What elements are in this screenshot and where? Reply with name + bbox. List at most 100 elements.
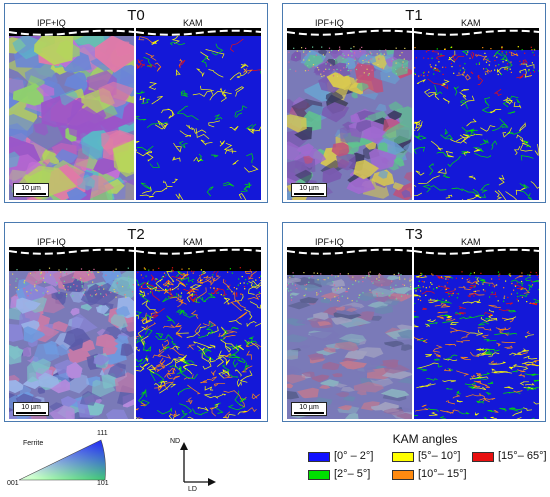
surface-speckle xyxy=(328,47,331,49)
ipf-color-key: Ferrite 111 001 101 xyxy=(5,430,125,492)
surface-speckle xyxy=(456,293,458,295)
kam-boundary xyxy=(515,275,524,280)
kam-boundary xyxy=(461,188,480,198)
surface-speckle xyxy=(527,70,530,72)
surface-speckle xyxy=(445,278,447,280)
surface-speckle xyxy=(152,269,154,271)
kam-boundary xyxy=(208,120,221,128)
grain xyxy=(317,321,332,327)
grain xyxy=(346,175,376,195)
surface-speckle xyxy=(491,291,493,293)
kam-label: KAM xyxy=(461,18,481,28)
kam-boundary xyxy=(171,275,182,279)
grain xyxy=(320,298,334,304)
surface-speckle xyxy=(488,284,490,286)
surface-speckle xyxy=(496,284,498,286)
surface-speckle xyxy=(368,73,370,75)
surface-speckle xyxy=(464,69,466,71)
kam-boundary xyxy=(229,374,239,378)
surface-speckle xyxy=(172,270,174,272)
kam-boundary xyxy=(416,367,428,372)
surface-speckle xyxy=(103,288,105,290)
kam-boundary xyxy=(136,140,140,152)
surface-speckle xyxy=(333,58,335,60)
kam-boundary xyxy=(442,379,457,383)
surface-speckle xyxy=(170,293,172,295)
grain xyxy=(402,142,412,154)
kam-boundary xyxy=(139,194,154,198)
kam-boundary xyxy=(448,50,456,63)
surface-speckle xyxy=(258,291,260,294)
kam-boundary xyxy=(488,304,501,308)
kam-boundary xyxy=(463,151,471,156)
kam-boundary xyxy=(504,345,513,350)
kam-label-2-5: [2°– 5°] xyxy=(334,468,371,480)
kam-boundary xyxy=(414,121,420,129)
kam-boundary xyxy=(418,175,440,184)
surface-speckle xyxy=(308,281,310,283)
grain xyxy=(336,153,357,171)
grain xyxy=(358,53,377,66)
ipf-label: IPF+IQ xyxy=(37,237,66,247)
surface-speckle xyxy=(422,72,425,74)
kam-boundary xyxy=(472,315,485,319)
kam-boundary xyxy=(461,89,470,92)
surface-speckle xyxy=(399,278,401,280)
kam-boundary xyxy=(151,365,162,372)
surface-speckle xyxy=(166,280,168,283)
surface-speckle xyxy=(291,296,293,299)
kam-boundary xyxy=(232,291,240,305)
surface-speckle xyxy=(158,267,160,269)
kam-boundary xyxy=(206,186,214,197)
grain xyxy=(377,142,388,153)
surface-speckle xyxy=(176,279,178,281)
kam-boundary xyxy=(483,282,494,285)
grain xyxy=(299,297,319,304)
surface-speckle xyxy=(436,287,438,289)
kam-boundary xyxy=(224,147,233,155)
grain xyxy=(354,63,375,81)
kam-boundary xyxy=(464,73,471,81)
surface-speckle xyxy=(444,285,446,287)
kam-boundary xyxy=(249,69,261,71)
grain xyxy=(353,381,384,393)
surface-speckle xyxy=(89,294,92,296)
surface-speckle xyxy=(217,292,219,294)
grain xyxy=(329,399,348,406)
kam-boundary xyxy=(175,326,183,338)
kam-boundary xyxy=(427,408,439,412)
ipf-map xyxy=(287,28,412,200)
kam-boundary xyxy=(145,52,157,61)
kam-boundary xyxy=(154,381,175,389)
surface-speckle xyxy=(524,52,526,54)
kam-boundary xyxy=(513,365,529,371)
surface-speckle xyxy=(141,286,143,288)
kam-boundary xyxy=(495,327,507,330)
surface-speckle xyxy=(304,294,306,296)
surface-speckle xyxy=(113,289,115,291)
ipf-map-image xyxy=(9,28,134,200)
surface-speckle xyxy=(181,273,183,275)
kam-boundary xyxy=(519,183,529,190)
kam-boundary xyxy=(503,391,521,394)
kam-boundary xyxy=(176,309,185,313)
surface-speckle xyxy=(192,272,194,274)
surface-speckle xyxy=(47,290,49,293)
kam-boundary xyxy=(415,135,427,141)
grain xyxy=(351,91,358,99)
kam-boundary xyxy=(247,271,257,280)
grain xyxy=(355,119,372,133)
kam-boundary xyxy=(209,407,216,417)
kam-boundary xyxy=(192,89,214,97)
grain xyxy=(403,171,412,182)
surface-speckle xyxy=(516,292,518,294)
surface-speckle xyxy=(350,70,352,72)
ipf-map-image xyxy=(9,247,134,419)
surface-speckle xyxy=(223,295,225,297)
surface-speckle xyxy=(64,289,66,291)
kam-boundary xyxy=(421,404,427,408)
kam-boundary xyxy=(202,349,214,361)
ipf-map xyxy=(9,28,134,200)
surface-speckle xyxy=(338,49,340,52)
surface-speckle xyxy=(321,46,323,48)
